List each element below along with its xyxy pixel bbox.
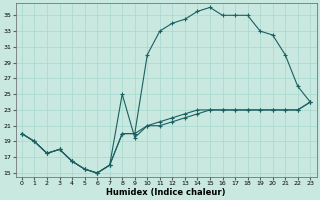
X-axis label: Humidex (Indice chaleur): Humidex (Indice chaleur) — [106, 188, 226, 197]
